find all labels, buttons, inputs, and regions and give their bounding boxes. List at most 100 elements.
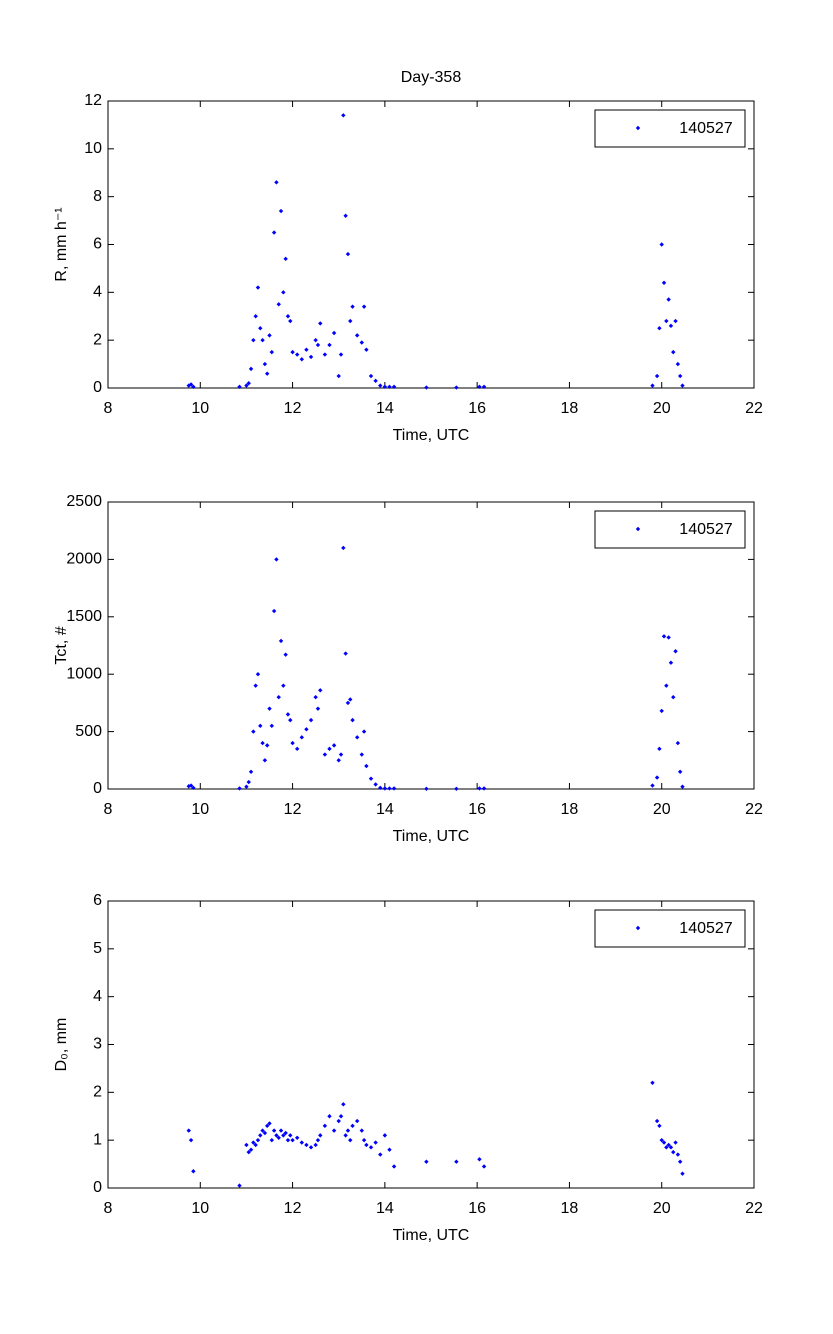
x-tick-label: 18 [561,400,579,417]
data-point [387,384,392,390]
data-point [673,318,678,324]
data-point [271,1128,277,1133]
data-point [299,357,304,362]
data-point [260,337,265,343]
data-point [343,213,348,218]
data-point [290,740,295,746]
x-tick-label: 12 [284,1200,302,1217]
x-tick-label: 10 [191,801,209,818]
data-point [251,729,256,734]
data-point [253,314,258,319]
data-point [244,1142,249,1148]
data-point [361,1137,367,1143]
data-point [680,784,685,789]
data-point [675,1152,681,1157]
data-point [378,785,383,791]
data-point [341,545,346,551]
data-point [264,743,270,748]
data-point [246,779,251,785]
data-point [348,1137,353,1143]
data-point [364,347,369,352]
data-point [294,746,300,752]
data-point [361,304,367,309]
data-point [283,652,288,657]
data-point [260,740,265,746]
data-point [188,1137,194,1143]
data-point [477,1157,482,1162]
data-point [313,337,318,343]
data-point [477,786,482,791]
data-point [191,384,196,390]
data-point [237,384,242,390]
data-point [188,783,194,788]
data-point [283,256,288,262]
data-point [657,746,662,752]
data-point [424,786,429,791]
y-axis-label: R, mm h⁻¹ [53,207,70,281]
data-point [255,285,261,290]
y-axis-label: Tct, # [53,626,70,664]
data-point [481,1164,487,1169]
data-point [477,384,482,390]
data-point [285,1137,291,1143]
data-point [327,746,332,752]
x-tick-label: 20 [653,801,671,818]
data-point [318,688,323,693]
data-point [260,1128,265,1133]
data-point [666,635,671,640]
data-point [387,1147,392,1152]
data-point [661,1140,667,1145]
data-point [258,1133,263,1138]
x-tick-label: 22 [745,801,763,818]
data-point [253,1142,258,1148]
y-tick-label: 6 [93,892,102,909]
plot-area [107,100,755,389]
y-tick-label: 0 [93,1179,102,1196]
data-point [269,1137,275,1143]
y-tick-label: 0 [93,379,102,396]
x-tick-label: 18 [561,801,579,818]
data-point [391,1164,397,1169]
data-point [246,381,251,386]
data-point [361,729,367,734]
data-point [677,769,683,774]
data-point [318,1133,323,1138]
data-point [278,208,284,214]
data-point [659,242,664,247]
data-point [315,342,321,348]
data-point [315,1137,321,1143]
data-point [664,318,669,324]
data-point [359,340,364,345]
data-point [671,349,676,355]
data-point [368,373,374,379]
y-tick-label: 2500 [66,493,102,510]
data-point [354,735,360,740]
y-tick-label: 2 [93,331,102,348]
data-point [288,1133,293,1138]
plot-area [107,900,755,1189]
data-point [327,342,332,348]
data-point [668,1145,674,1150]
x-tick-label: 8 [104,1200,113,1217]
data-point [191,785,196,791]
data-point [281,683,286,688]
data-point [262,758,268,763]
x-tick-label: 14 [376,801,394,818]
data-point [345,251,351,257]
data-point [188,382,194,387]
x-tick-label: 22 [745,1200,763,1217]
data-point [294,1135,300,1140]
data-point [274,557,279,562]
data-point [322,752,328,757]
data-point [343,651,348,656]
data-point [315,706,321,711]
y-tick-label: 12 [84,92,102,109]
data-point [343,1133,348,1138]
data-point [668,660,674,665]
data-point [675,740,681,746]
data-point [278,1128,284,1133]
data-point [387,786,392,791]
data-point [313,694,318,700]
data-point [253,683,258,688]
